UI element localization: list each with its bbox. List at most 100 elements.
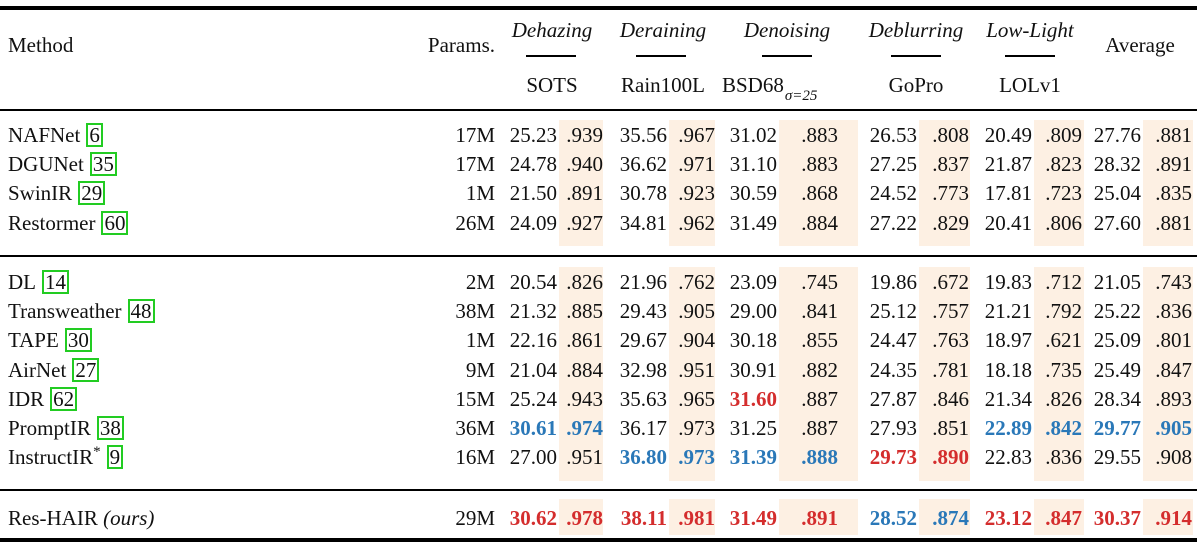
ssim-value: .884 [566, 358, 603, 382]
task-underline [1005, 55, 1055, 57]
shade-gopro-ssim [919, 267, 970, 481]
psnr-value: 32.98 [619, 358, 667, 382]
params-value: 1M [465, 328, 495, 352]
psnr-value: 27.76 [1093, 123, 1141, 147]
params-value: 15M [455, 387, 495, 411]
ssim-value: .874 [932, 506, 969, 530]
method-name: AirNet 27 [8, 357, 100, 383]
params-value: 9M [465, 358, 495, 382]
ssim-value: .826 [566, 270, 603, 294]
psnr-value: 36.80 [619, 445, 667, 469]
ssim-value: .868 [801, 181, 838, 205]
task-lowlight: Low-Light [986, 18, 1074, 42]
psnr-value: 20.49 [984, 123, 1032, 147]
method-name: Restormer 60 [8, 210, 129, 236]
ssim-value: .851 [932, 416, 969, 440]
ssim-value: .888 [801, 445, 838, 469]
task-underline [762, 55, 812, 57]
top-rule [0, 6, 1197, 10]
psnr-value: 24.52 [869, 181, 917, 205]
shade-bsd-ssim [779, 499, 858, 535]
task-deblurring: Deblurring [868, 18, 964, 42]
ssim-value: .962 [678, 211, 715, 235]
ssim-value: .891 [801, 506, 838, 530]
citation-link: 14 [42, 270, 69, 294]
psnr-value: 21.32 [509, 299, 557, 323]
params-value: 29M [455, 506, 495, 530]
shade-lol-ssim [1034, 499, 1084, 535]
ssim-value: .971 [678, 152, 715, 176]
method-header: Method [8, 33, 74, 57]
params-value: 2M [465, 270, 495, 294]
ssim-value: .940 [566, 152, 603, 176]
ssim-value: .842 [1045, 416, 1082, 440]
psnr-value: 22.89 [984, 416, 1032, 440]
ssim-value: .743 [1155, 270, 1192, 294]
group-rule-2 [0, 489, 1197, 491]
params-value: 16M [455, 445, 495, 469]
method-label: InstructIR [8, 445, 94, 469]
ssim-value: .891 [566, 181, 603, 205]
citation-link: 27 [72, 358, 100, 382]
header-rule [0, 109, 1197, 111]
method-name: Transweather 48 [8, 298, 155, 324]
psnr-value: 30.62 [509, 506, 557, 530]
shade-avg-ssim [1143, 267, 1193, 481]
ssim-value: .861 [566, 328, 603, 352]
ssim-value: .973 [678, 445, 715, 469]
method-name: IDR 62 [8, 386, 78, 412]
psnr-value: 27.93 [869, 416, 917, 440]
ssim-value: .883 [801, 152, 838, 176]
method-name: DGUNet 35 [8, 151, 117, 177]
psnr-value: 24.78 [509, 152, 557, 176]
ssim-value: .891 [1155, 152, 1192, 176]
psnr-value: 31.02 [729, 123, 777, 147]
ssim-value: .621 [1045, 328, 1082, 352]
ssim-value: .974 [566, 416, 603, 440]
bottom-rule [0, 538, 1197, 542]
ssim-value: .923 [678, 181, 715, 205]
psnr-value: 29.00 [729, 299, 777, 323]
shade-rain-ssim [669, 267, 715, 481]
citation-link: 35 [89, 152, 117, 176]
psnr-value: 29.55 [1093, 445, 1141, 469]
ssim-value: .808 [932, 123, 969, 147]
psnr-value: 18.18 [984, 358, 1032, 382]
method-label: Restormer [8, 211, 96, 235]
task-dehazing: Dehazing [511, 18, 593, 42]
method-name: PromptIR 38 [8, 415, 124, 441]
shade-rain-ssim [669, 120, 715, 246]
method-name: InstructIR* 9 [8, 444, 124, 470]
shade-gopro-ssim [919, 120, 970, 246]
sigma-subscript: σ=25 [784, 88, 818, 104]
params-header: Params. [427, 33, 495, 57]
psnr-value: 22.83 [984, 445, 1032, 469]
bsd68-label: BSD68 [722, 73, 784, 97]
psnr-value: 30.37 [1093, 506, 1141, 530]
ssim-value: .914 [1155, 506, 1192, 530]
psnr-value: 21.05 [1093, 270, 1141, 294]
shade-rain-ssim [669, 499, 715, 535]
shade-lol-ssim [1034, 267, 1084, 481]
dataset-rain100l: Rain100L [621, 73, 705, 97]
ssim-value: .881 [1155, 123, 1192, 147]
psnr-value: 21.50 [509, 181, 557, 205]
method-label: PromptIR [8, 416, 91, 440]
ssim-value: .893 [1155, 387, 1192, 411]
ssim-value: .829 [932, 211, 969, 235]
psnr-value: 21.34 [984, 387, 1032, 411]
ssim-value: .881 [1155, 211, 1192, 235]
ssim-value: .837 [932, 152, 969, 176]
shade-bsd-ssim [779, 120, 858, 246]
method-superscript: * [93, 444, 101, 460]
psnr-value: 30.61 [509, 416, 557, 440]
citation-link: 29 [78, 181, 106, 205]
ssim-value: .882 [801, 358, 838, 382]
ssim-value: .781 [932, 358, 969, 382]
ssim-value: .847 [1045, 506, 1082, 530]
shade-bsd-ssim [779, 267, 858, 481]
method-label: DL [8, 270, 36, 294]
group-rule-1 [0, 255, 1197, 257]
psnr-value: 27.22 [869, 211, 917, 235]
citation-link: 60 [101, 211, 129, 235]
